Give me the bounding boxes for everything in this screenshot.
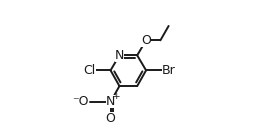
Text: Cl: Cl [83,64,95,77]
Text: +: + [112,92,119,101]
Text: O: O [141,34,151,47]
Text: O: O [106,112,116,125]
Text: ⁻O: ⁻O [72,95,89,108]
Text: Br: Br [162,64,176,77]
Text: N: N [115,49,124,62]
Text: N: N [106,95,115,108]
